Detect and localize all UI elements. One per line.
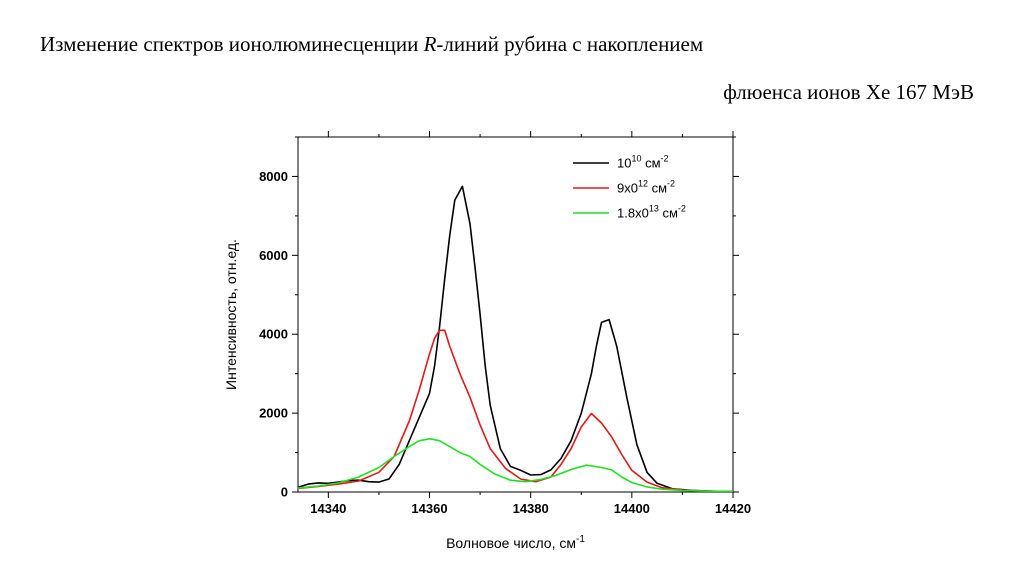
x-tick-label: 14400	[614, 501, 650, 516]
x-tick-label: 14340	[310, 501, 346, 516]
series-line-1	[298, 185, 733, 492]
y-tick-label: 8000	[259, 169, 288, 184]
y-tick-label: 4000	[259, 327, 288, 342]
x-tick-label: 14420	[715, 501, 751, 516]
chart-title-line-2: флюенса ионов Xe 167 МэВ	[723, 80, 974, 104]
x-tick-label: 14380	[513, 501, 549, 516]
legend-label-2: 9x012 см-2	[617, 179, 675, 196]
series-line-2	[298, 329, 733, 492]
title-italic-r: R	[423, 32, 437, 56]
y-tick-label: 0	[281, 485, 288, 500]
legend-label-3: 1.8x013 см-2	[617, 204, 686, 221]
y-tick-label: 6000	[259, 248, 288, 263]
legend-label-1: 1010 см-2	[617, 154, 669, 171]
plot-frame	[297, 136, 734, 493]
x-tick-label: 14360	[411, 501, 447, 516]
chart-title-line-1: Изменение спектров ионолюминесценции R-л…	[40, 32, 703, 57]
title-suffix: -линий рубина с накоплением	[436, 32, 704, 56]
y-axis-label: Интенсивность, отн.ед.	[223, 239, 239, 390]
y-tick-label: 2000	[259, 406, 288, 421]
x-axis-label: Волновое число, см-1	[446, 534, 585, 551]
series-line-3	[298, 437, 733, 492]
title-prefix: Изменение спектров ионолюминесценции	[40, 32, 424, 56]
